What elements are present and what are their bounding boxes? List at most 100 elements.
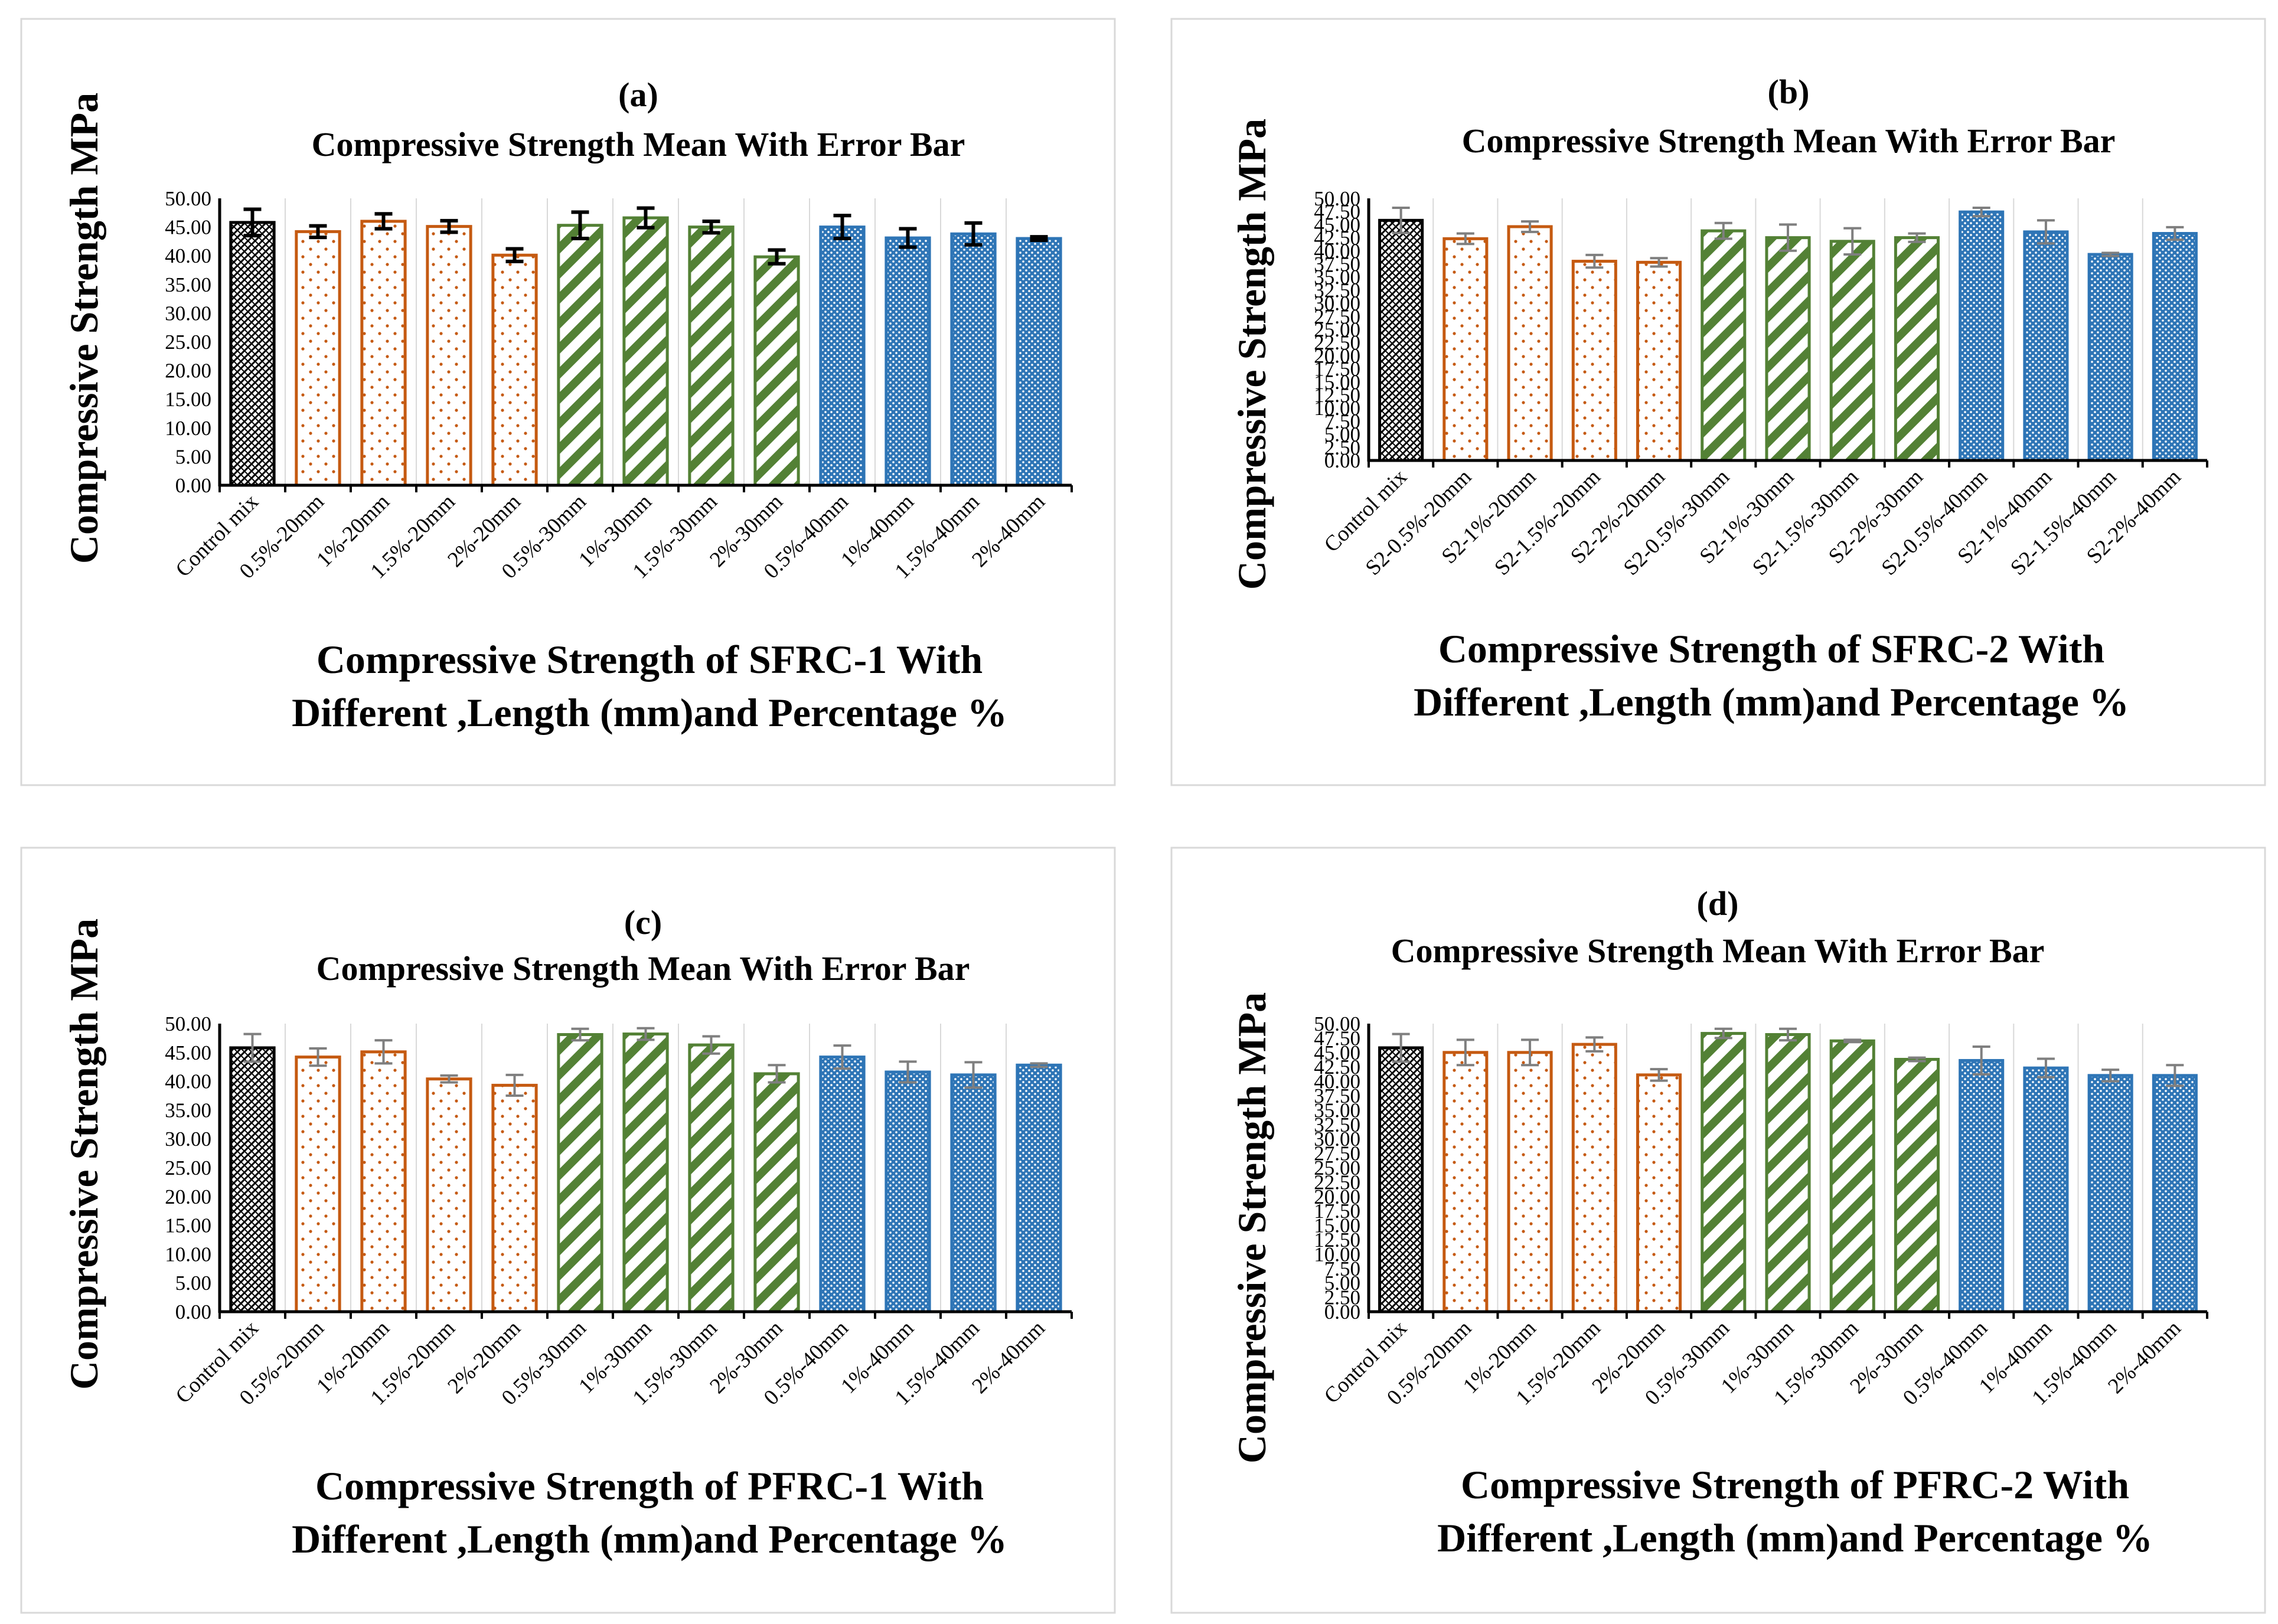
error-bar	[1521, 1038, 1539, 1067]
chart-title: Compressive Strength Mean With Error Bar	[1391, 932, 2045, 970]
bar	[1507, 225, 1553, 462]
y-tick-label: 50.00	[165, 187, 211, 210]
y-axis-label: Compressive Strength MPa	[1229, 119, 1274, 590]
error-bar	[374, 1039, 393, 1065]
error-bar	[1456, 232, 1474, 246]
bar	[622, 1032, 669, 1313]
bar	[753, 1072, 800, 1313]
y-tick-label: 15.00	[165, 388, 211, 411]
y-axis-label: Compressive Strength MPa	[61, 93, 106, 564]
x-axis-label-line1: Compressive Strength of PFRC-1 With	[315, 1463, 984, 1508]
bar	[1571, 260, 1617, 462]
panel-letter: (a)	[618, 76, 658, 114]
y-tick-label: 10.00	[165, 1243, 211, 1266]
error-bar	[899, 1060, 917, 1084]
bar	[295, 1056, 341, 1313]
y-tick-label: 10.00	[1314, 1243, 1360, 1266]
error-bar	[440, 1074, 458, 1084]
y-tick-label: 0.00	[175, 1300, 211, 1324]
error-bar	[374, 212, 393, 231]
error-bar	[1972, 1045, 1990, 1076]
error-bar	[1779, 1027, 1797, 1042]
bar	[1636, 260, 1682, 462]
y-tick-label: 30.00	[165, 1128, 211, 1151]
bar	[1829, 240, 1875, 462]
x-axis-label-line2: Different ,Length (mm)and Percentage %	[292, 690, 1007, 735]
y-tick-label: 15.00	[1314, 371, 1360, 394]
y-tick-label: 20.00	[1314, 344, 1360, 367]
y-tick-label: 40.00	[1314, 1070, 1360, 1093]
y-tick-label: 15.00	[165, 1214, 211, 1237]
y-tick-label: 0.00	[1324, 1300, 1360, 1324]
chart-title: Compressive Strength Mean With Error Bar	[312, 125, 965, 164]
y-tick-label: 40.00	[1314, 240, 1360, 263]
bar	[2087, 1074, 2133, 1313]
y-tick-label: 7.50	[1324, 410, 1360, 433]
bar	[1765, 1033, 1811, 1313]
y-tick-label: 42.50	[1314, 1056, 1360, 1079]
error-bar	[1392, 1032, 1410, 1063]
error-bar	[1714, 1027, 1732, 1040]
y-tick-label: 5.00	[1324, 423, 1360, 446]
bar	[819, 1056, 866, 1313]
error-bar	[1392, 206, 1410, 234]
panel-b: (b) Compressive Strength Mean With Error…	[1170, 18, 2266, 786]
bar	[360, 220, 407, 487]
bar	[688, 226, 735, 487]
bar	[1378, 218, 1424, 462]
x-axis-label-line1: Compressive Strength of SFRC-1 With	[316, 637, 983, 682]
bar	[2152, 1074, 2198, 1313]
y-tick-label: 2.50	[1324, 436, 1360, 459]
error-bar	[243, 1032, 262, 1063]
error-bar	[702, 1035, 720, 1055]
error-bar	[1843, 227, 1862, 256]
y-tick-label: 20.00	[165, 1185, 211, 1208]
error-bar	[309, 1047, 327, 1067]
y-tick-label: 5.00	[175, 1272, 211, 1295]
error-bar	[1030, 1062, 1048, 1068]
y-tick-label: 45.00	[165, 1041, 211, 1064]
error-bar	[1650, 1068, 1668, 1082]
y-tick-label: 35.00	[1314, 1099, 1360, 1122]
error-bar	[1585, 1036, 1604, 1053]
panel-letter: (d)	[1697, 884, 1739, 923]
y-tick-label: 45.00	[1314, 213, 1360, 236]
x-axis-label-line1: Compressive Strength of PFRC-2 With	[1461, 1462, 2129, 1507]
error-bar	[1908, 232, 1926, 243]
y-tick-label: 30.00	[1314, 292, 1360, 315]
error-bar	[1585, 253, 1604, 269]
bar	[1571, 1043, 1617, 1313]
y-tick-label: 2.50	[1324, 1286, 1360, 1309]
bar	[229, 1046, 276, 1313]
error-bar	[505, 1073, 524, 1097]
y-axis-label: Compressive Strength MPa	[61, 919, 106, 1390]
y-tick-label: 27.50	[1314, 1142, 1360, 1165]
panel-letter: (c)	[624, 903, 662, 942]
error-bar	[1843, 1038, 1862, 1044]
x-axis-label-line2: Different ,Length (mm)and Percentage %	[292, 1517, 1007, 1561]
error-bar	[768, 1064, 786, 1084]
bar	[491, 1083, 538, 1313]
bar	[229, 221, 276, 487]
y-tick-label: 42.50	[1314, 227, 1360, 250]
chart-title: Compressive Strength Mean With Error Bar	[1462, 122, 2116, 160]
bar	[1701, 229, 1747, 462]
error-bar	[2166, 1064, 2184, 1087]
y-tick-label: 25.00	[165, 331, 211, 354]
bar	[557, 224, 603, 487]
bar	[1894, 236, 1940, 462]
y-tick-label: 45.00	[165, 216, 211, 239]
y-axis-label: Compressive Strength MPa	[1229, 992, 1274, 1463]
bar	[1765, 236, 1811, 462]
bar	[688, 1043, 735, 1313]
bar	[950, 1073, 997, 1313]
error-bar	[1650, 257, 1668, 268]
bar	[885, 1070, 931, 1313]
y-tick-label: 50.00	[1314, 187, 1360, 210]
error-bar	[637, 206, 655, 230]
error-bar	[2037, 219, 2055, 245]
bar	[1959, 210, 2005, 462]
panel-letter: (b)	[1768, 73, 1810, 111]
bar	[1378, 1046, 1424, 1313]
bar	[950, 232, 997, 487]
